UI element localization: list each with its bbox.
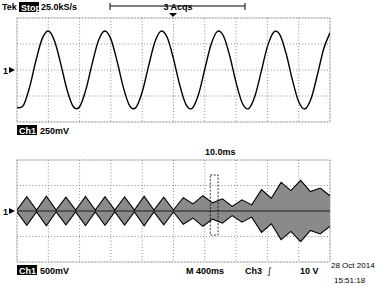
page: {"header": {"brand": "Tek", "state": "St… <box>0 0 387 291</box>
scope-screen: TekStop25.0kS/s 3 Acqs Ch1 250mV 10.0ms 1 Ch1 5… <box>0 0 387 291</box>
channel-badge: Stop <box>19 2 41 13</box>
record-bracket-end <box>110 3 111 10</box>
grid-y <box>17 70 330 71</box>
label: Ch3 <box>245 266 262 276</box>
label: 1 <box>3 207 8 217</box>
grid-y <box>17 18 330 19</box>
grid-x <box>267 18 268 122</box>
grid-y <box>17 160 330 161</box>
trace-group <box>17 180 330 241</box>
grid-x <box>173 18 174 122</box>
trace-group <box>17 31 330 109</box>
label: ∫ <box>267 266 272 276</box>
label: 15:51:18 <box>334 276 366 285</box>
label: Ch1 <box>19 266 36 276</box>
envelope-fill <box>17 180 330 241</box>
channel-badge: Ch1 <box>17 265 37 276</box>
grid-y <box>17 122 330 123</box>
plot-frame <box>17 18 330 122</box>
label: 10 V <box>300 266 319 276</box>
label: 3 Acqs <box>163 2 192 12</box>
badge-bg <box>17 265 37 275</box>
label: 250mV <box>40 126 69 136</box>
label: 10.0ms <box>205 147 236 157</box>
waveform <box>17 31 330 109</box>
label: 1 <box>3 66 8 76</box>
ground-marker <box>9 208 15 214</box>
label: Tek <box>2 2 18 12</box>
grid-y <box>17 262 330 263</box>
label: Ch1 <box>19 126 36 136</box>
label: M 400ms <box>186 266 224 276</box>
ground-marker <box>9 67 15 73</box>
grid-y <box>17 211 330 212</box>
label: Stop <box>21 3 41 13</box>
envelope-edge <box>17 212 330 242</box>
record-bracket-end <box>245 3 246 10</box>
trigger-position <box>169 13 177 17</box>
label: 500mV <box>40 266 69 276</box>
badge-bg <box>17 125 37 135</box>
trace-baseline <box>17 211 330 212</box>
zoom-window <box>210 175 218 235</box>
channel-badge: Ch1 <box>17 125 37 136</box>
grid-x <box>236 18 237 122</box>
grid-y <box>17 96 330 97</box>
envelope-edge <box>17 180 330 210</box>
label: 25.0kS/s <box>41 2 77 12</box>
plot-frame <box>17 160 330 262</box>
label: 28 Oct 2014 <box>331 261 375 270</box>
grid-x <box>298 18 299 122</box>
